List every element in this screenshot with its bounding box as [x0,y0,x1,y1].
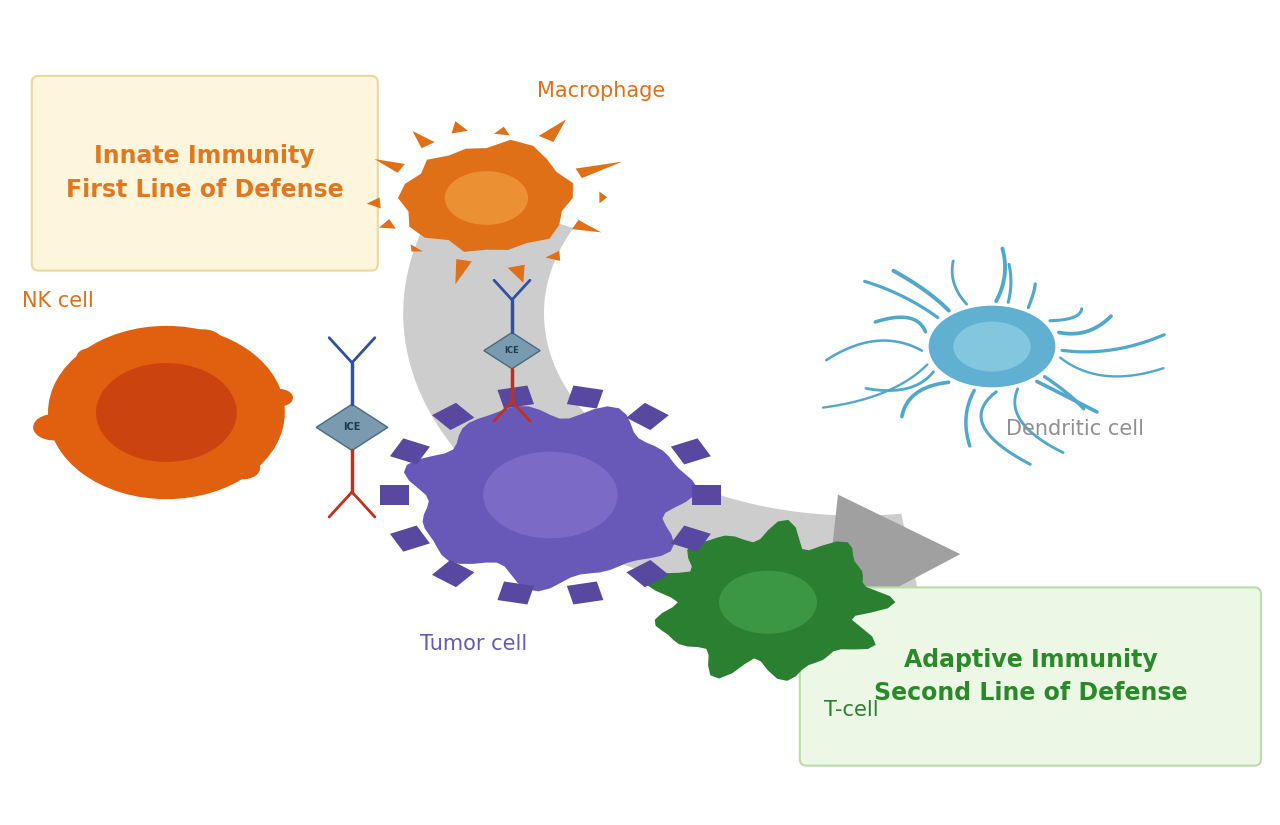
Polygon shape [316,404,388,450]
Polygon shape [403,190,920,606]
Polygon shape [375,159,404,172]
Polygon shape [431,403,475,430]
Polygon shape [539,120,566,142]
Ellipse shape [96,363,237,462]
Polygon shape [367,197,380,209]
Text: ICE: ICE [343,422,361,432]
Polygon shape [412,131,435,148]
Polygon shape [626,403,669,430]
Polygon shape [404,406,696,592]
Ellipse shape [928,306,1055,388]
Polygon shape [572,220,602,233]
Polygon shape [545,251,561,261]
Ellipse shape [266,389,293,407]
Ellipse shape [77,348,104,365]
Ellipse shape [954,322,1030,371]
Polygon shape [567,582,603,605]
Text: Adaptive Immunity
Second Line of Defense: Adaptive Immunity Second Line of Defense [874,648,1187,705]
Ellipse shape [484,452,617,539]
FancyBboxPatch shape [32,76,378,271]
Polygon shape [390,438,430,464]
Text: Macrophage: Macrophage [538,81,666,101]
Polygon shape [484,332,540,369]
Polygon shape [508,265,525,283]
Polygon shape [411,244,422,252]
Ellipse shape [445,172,529,224]
Text: Tumor cell: Tumor cell [420,634,527,653]
Polygon shape [379,219,396,229]
Text: NK cell: NK cell [22,291,93,311]
Polygon shape [599,191,607,203]
Polygon shape [452,121,468,134]
Text: Innate Immunity
First Line of Defense: Innate Immunity First Line of Defense [67,144,343,202]
Polygon shape [644,520,896,681]
Text: Dendritic cell: Dendritic cell [1006,419,1144,439]
Polygon shape [380,485,410,505]
Ellipse shape [225,457,260,479]
Polygon shape [498,385,534,408]
Polygon shape [576,162,622,178]
Polygon shape [390,526,430,552]
Ellipse shape [33,414,74,441]
Polygon shape [671,438,710,464]
Polygon shape [398,139,573,252]
Polygon shape [498,582,534,605]
Polygon shape [691,485,721,505]
Polygon shape [823,494,960,626]
Ellipse shape [183,329,223,355]
Text: ICE: ICE [504,346,520,355]
Polygon shape [431,560,475,587]
Polygon shape [671,526,710,552]
Polygon shape [626,560,669,587]
Text: T-cell: T-cell [824,700,878,719]
Ellipse shape [114,473,146,493]
Polygon shape [456,259,472,285]
Ellipse shape [49,326,285,499]
Polygon shape [567,385,603,408]
FancyBboxPatch shape [800,587,1261,766]
Polygon shape [494,127,509,135]
Ellipse shape [719,571,817,634]
